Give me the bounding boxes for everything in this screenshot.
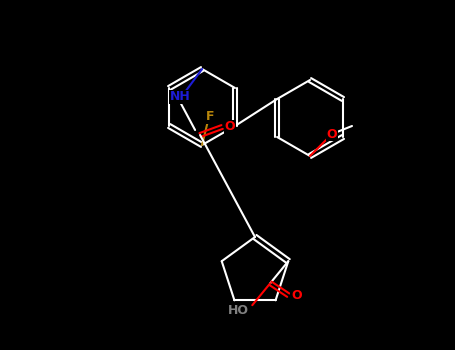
Text: F: F <box>206 111 214 124</box>
Text: O: O <box>327 127 337 140</box>
Text: O: O <box>225 120 235 133</box>
Text: O: O <box>291 289 302 302</box>
Text: HO: HO <box>228 304 249 317</box>
Text: NH: NH <box>170 91 191 104</box>
